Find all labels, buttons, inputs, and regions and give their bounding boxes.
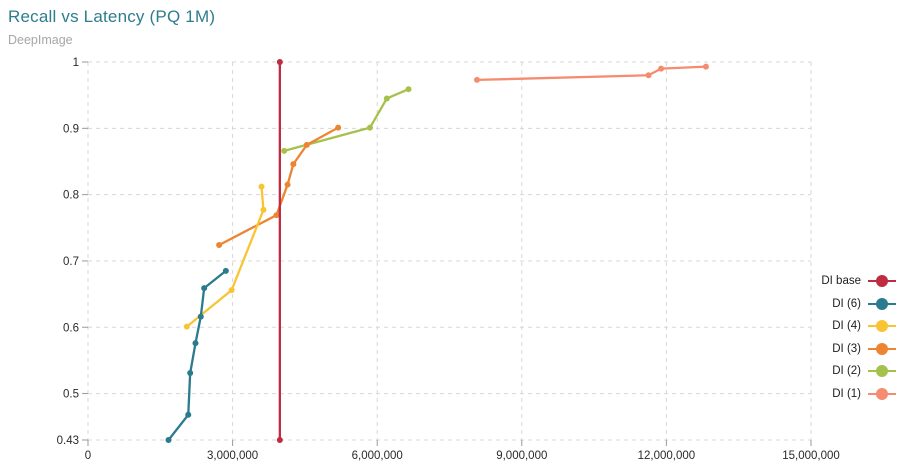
data-point [405,86,412,93]
series-di-3 [216,124,342,249]
legend-label: DI (3) [832,342,861,355]
data-point [187,370,194,377]
legend-item-di-4[interactable]: DI (4) [832,315,896,338]
series-di-6 [165,267,229,443]
x-tick-label: 3,000,000 [207,450,258,462]
data-point [183,323,190,330]
data-point [290,161,297,168]
data-point [165,437,172,443]
series-line [217,126,340,247]
data-point [192,340,199,347]
legend-series-marker-icon [868,387,896,401]
legend-item-di-1[interactable]: DI (1) [832,383,896,406]
chart-subtitle: DeepImage [8,33,73,47]
legend-label: DI (4) [832,320,861,333]
data-point [658,65,665,72]
legend-series-marker-icon [868,297,896,311]
data-point [222,267,229,274]
data-point [197,313,204,320]
series-di-4 [183,183,267,330]
y-tick-label: 0.6 [63,322,79,334]
data-point [335,124,342,131]
axes: 0 3,000,000 6,000,000 9,000,000 12,000,000 15… [57,57,840,462]
x-tick-label: 12,000,000 [638,450,696,462]
series-line [283,88,410,153]
y-tick-label: 0.7 [63,256,79,268]
legend-label: DI base [821,275,861,288]
series-di-1 [473,63,709,83]
legend-label: DI (6) [832,297,861,310]
data-point [273,212,280,219]
data-point [276,437,283,443]
series-di-2 [281,86,412,154]
y-tick-label: 0.8 [63,190,79,202]
legend-series-marker-icon [868,342,896,356]
series-line [167,269,228,442]
x-tick-label: 9,000,000 [496,450,547,462]
data-point [201,285,208,292]
data-point [702,63,709,70]
data-point [303,141,310,148]
legend-item-di-base[interactable]: DI base [821,270,896,293]
data-point [260,206,267,213]
data-point [281,147,288,154]
legend-label: DI (1) [832,387,861,400]
chart-title: Recall vs Latency (PQ 1M) [8,7,216,26]
x-tick-label: 6,000,000 [352,450,403,462]
y-tick-label: 0.43 [57,435,79,447]
grid [87,61,812,441]
data-point [284,181,291,188]
legend-series-marker-icon [868,274,896,288]
legend: DI base DI (6) DI (4) DI (3) [821,270,896,405]
x-tick-label: 15,000,000 [782,450,840,462]
y-tick-label: 0.9 [63,123,79,135]
legend-series-marker-icon [868,364,896,378]
data-point [473,76,480,83]
legend-item-di-3[interactable]: DI (3) [832,338,896,361]
y-tick-label: 1 [73,57,79,69]
legend-item-di-6[interactable]: DI (6) [832,293,896,316]
legend-series-marker-icon [868,319,896,333]
data-point [216,242,223,249]
data-point [185,411,192,418]
data-point [228,287,235,294]
data-point [276,59,283,65]
series-di-base [276,59,283,443]
legend-label: DI (2) [832,365,861,378]
series-line [185,185,265,328]
legend-item-di-2[interactable]: DI (2) [832,360,896,383]
data-point [366,124,373,131]
data-point [645,72,652,79]
series-line [475,65,708,82]
x-tick-label: 0 [85,450,91,462]
data-point [383,95,390,102]
y-tick-label: 0.5 [63,389,79,401]
data-point [258,183,265,190]
